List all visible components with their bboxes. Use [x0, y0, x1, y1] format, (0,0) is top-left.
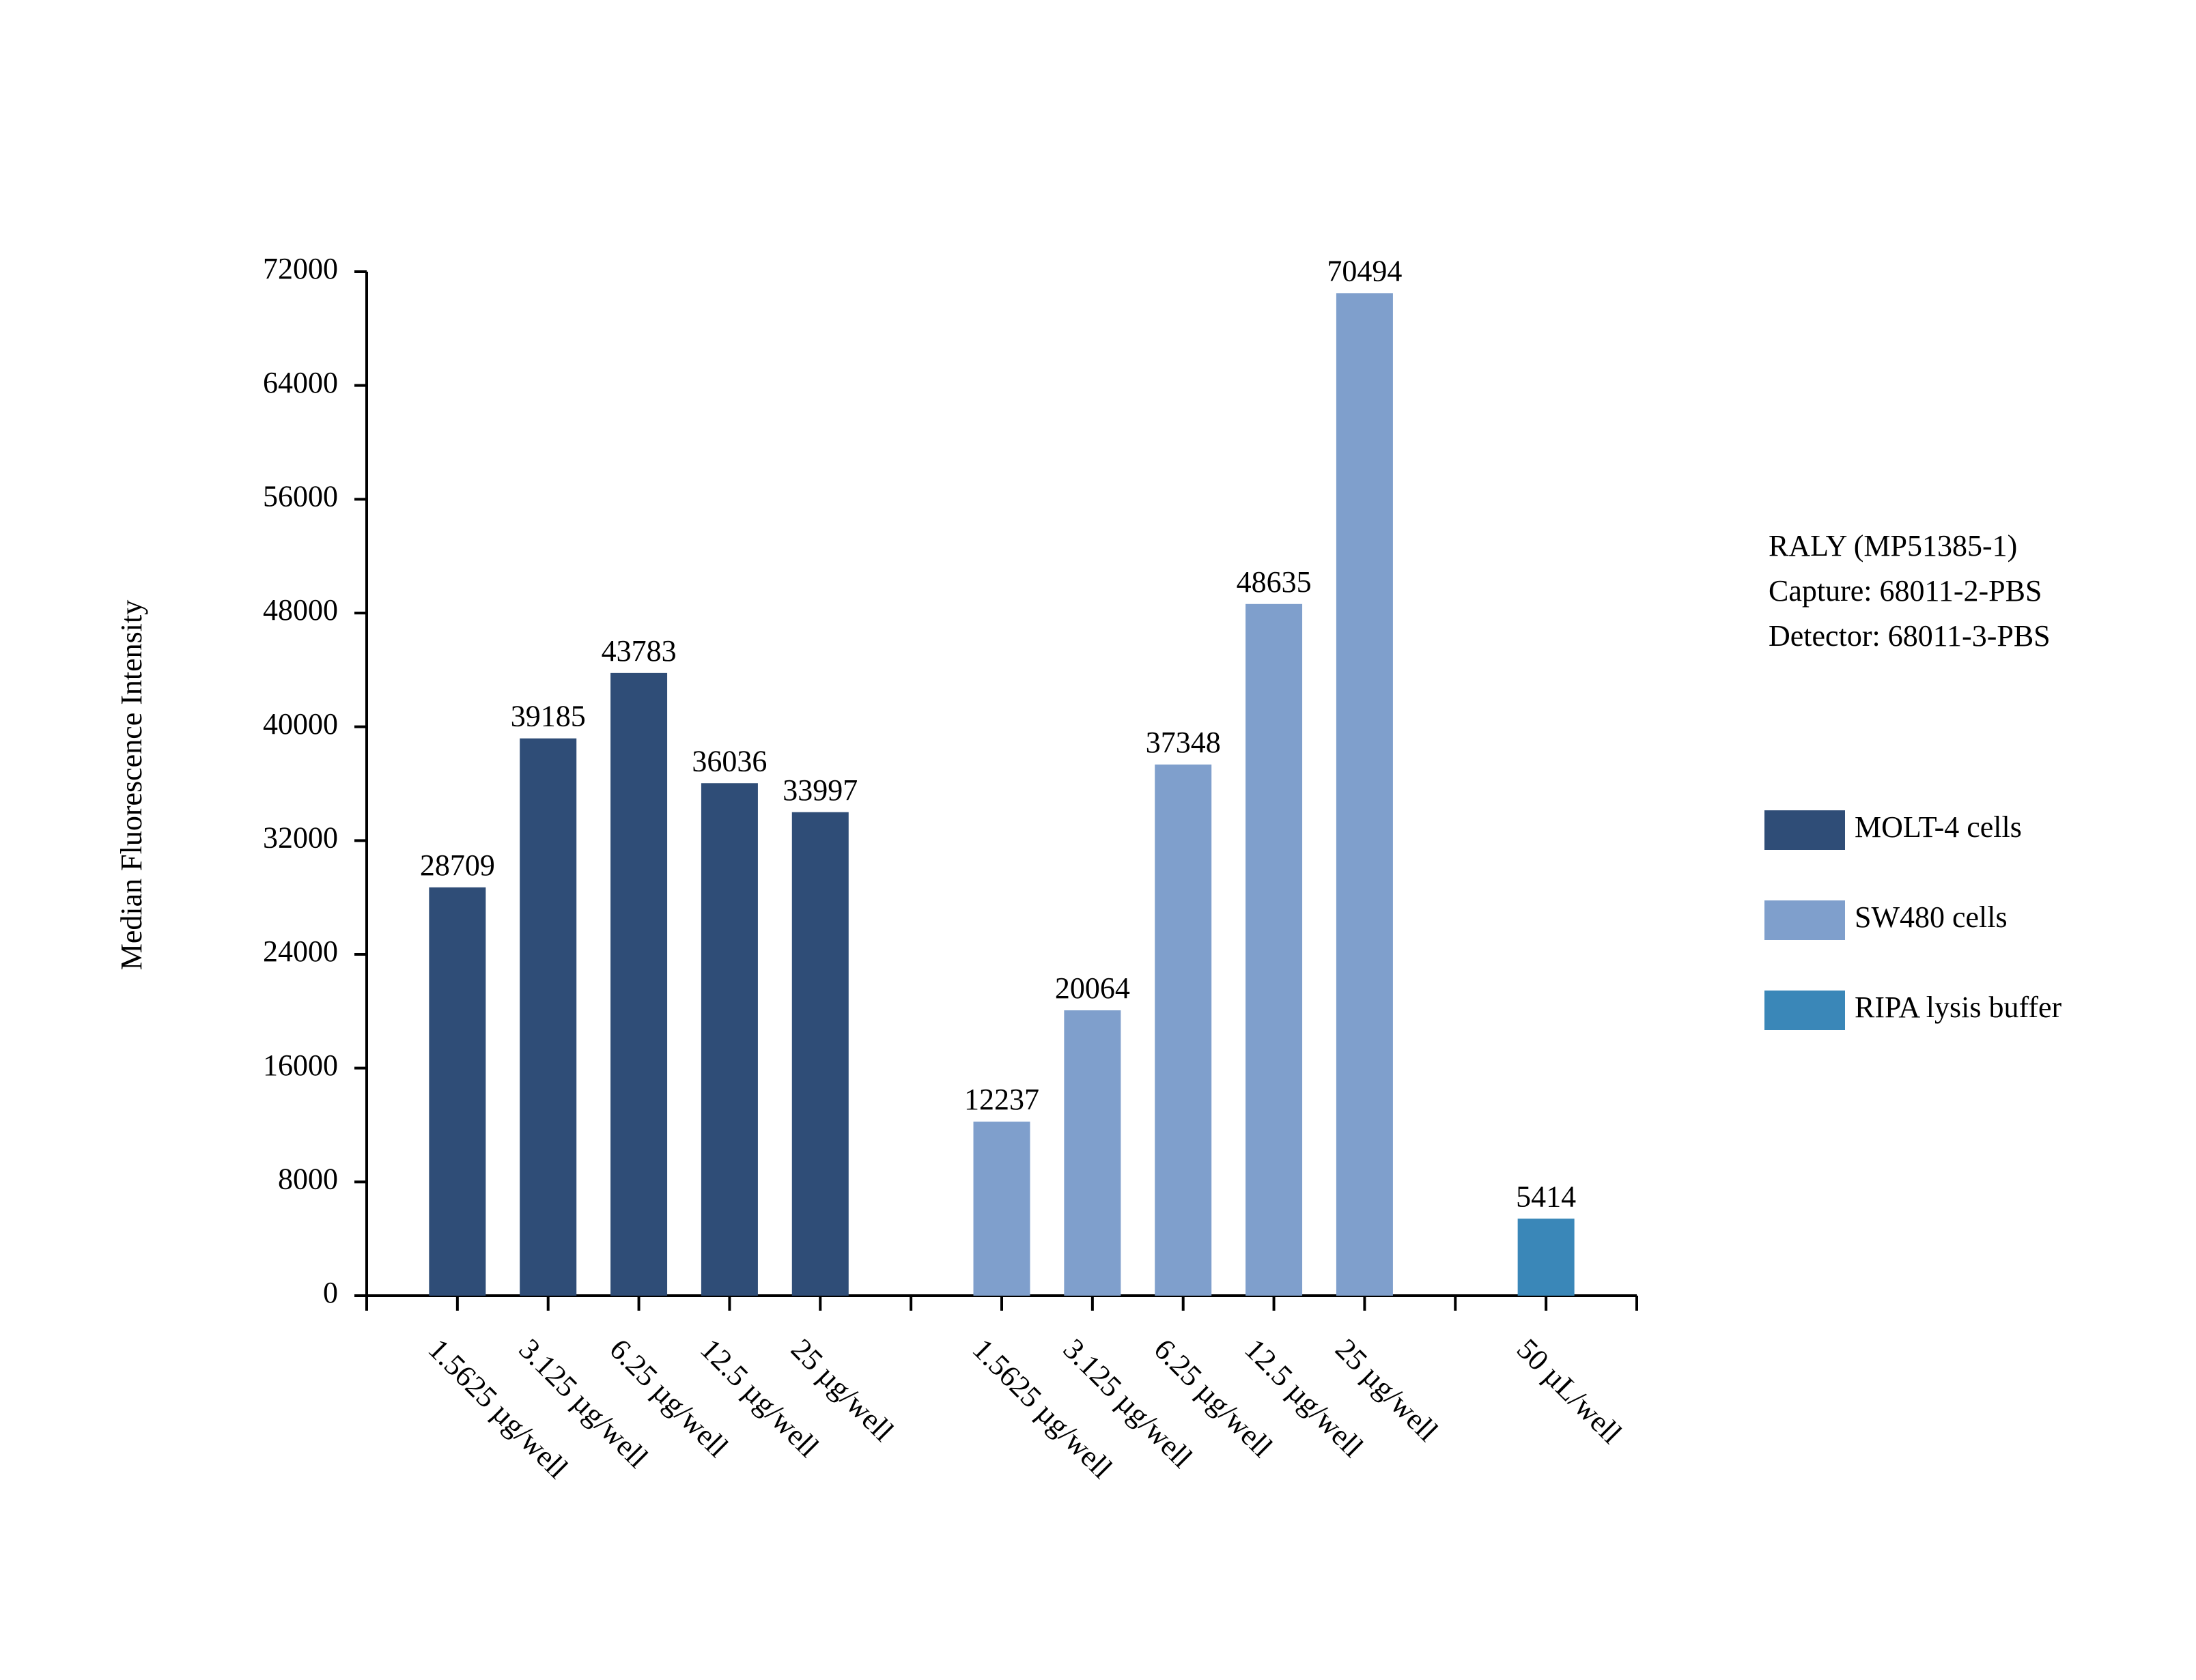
bar: [520, 738, 577, 1296]
bar: [610, 672, 668, 1296]
bar: [1155, 764, 1212, 1296]
value-label: 12237: [964, 1083, 1039, 1116]
value-label: 48635: [1237, 565, 1312, 599]
y-tick-label: 24000: [263, 935, 338, 968]
value-label: 70494: [1327, 254, 1402, 287]
legend-label: SW480 cells: [1855, 900, 2008, 934]
y-tick-label: 40000: [263, 707, 338, 741]
bar: [701, 783, 758, 1296]
x-tick-label: 50 µL/well: [1510, 1333, 1629, 1451]
legend-label: MOLT-4 cells: [1855, 810, 2022, 844]
annotation: Capture: 68011-2-PBS: [1769, 574, 2042, 608]
legend-label: RIPA lysis buffer: [1855, 991, 2062, 1024]
value-label: 37348: [1146, 726, 1221, 759]
value-label: 39185: [511, 700, 586, 733]
bar: [1245, 603, 1303, 1296]
y-tick-label: 72000: [263, 252, 338, 285]
annotation: Detector: 68011-3-PBS: [1769, 619, 2051, 653]
y-tick-label: 48000: [263, 593, 338, 627]
value-label: 28709: [420, 849, 495, 882]
y-tick-label: 64000: [263, 366, 338, 399]
value-label: 36036: [692, 744, 767, 778]
value-label: 43783: [602, 634, 677, 668]
legend-swatch: [1764, 900, 1845, 940]
bar: [429, 887, 486, 1296]
legend-swatch: [1764, 810, 1845, 850]
y-axis-label: Median Fluorescence Intensity: [115, 600, 148, 971]
bar: [1064, 1010, 1121, 1296]
y-tick-label: 56000: [263, 479, 338, 513]
y-tick-label: 8000: [278, 1162, 338, 1195]
y-tick-label: 16000: [263, 1049, 338, 1082]
bar: [1517, 1219, 1575, 1296]
y-tick-label: 0: [323, 1276, 338, 1309]
bar: [791, 812, 849, 1296]
bar: [973, 1122, 1030, 1296]
legend-swatch: [1764, 991, 1845, 1030]
value-label: 5414: [1516, 1180, 1576, 1213]
value-label: 33997: [783, 773, 858, 807]
bar: [1336, 293, 1393, 1296]
y-tick-label: 32000: [263, 821, 338, 854]
value-label: 20064: [1055, 971, 1130, 1005]
annotation: RALY (MP51385-1): [1769, 529, 2017, 563]
